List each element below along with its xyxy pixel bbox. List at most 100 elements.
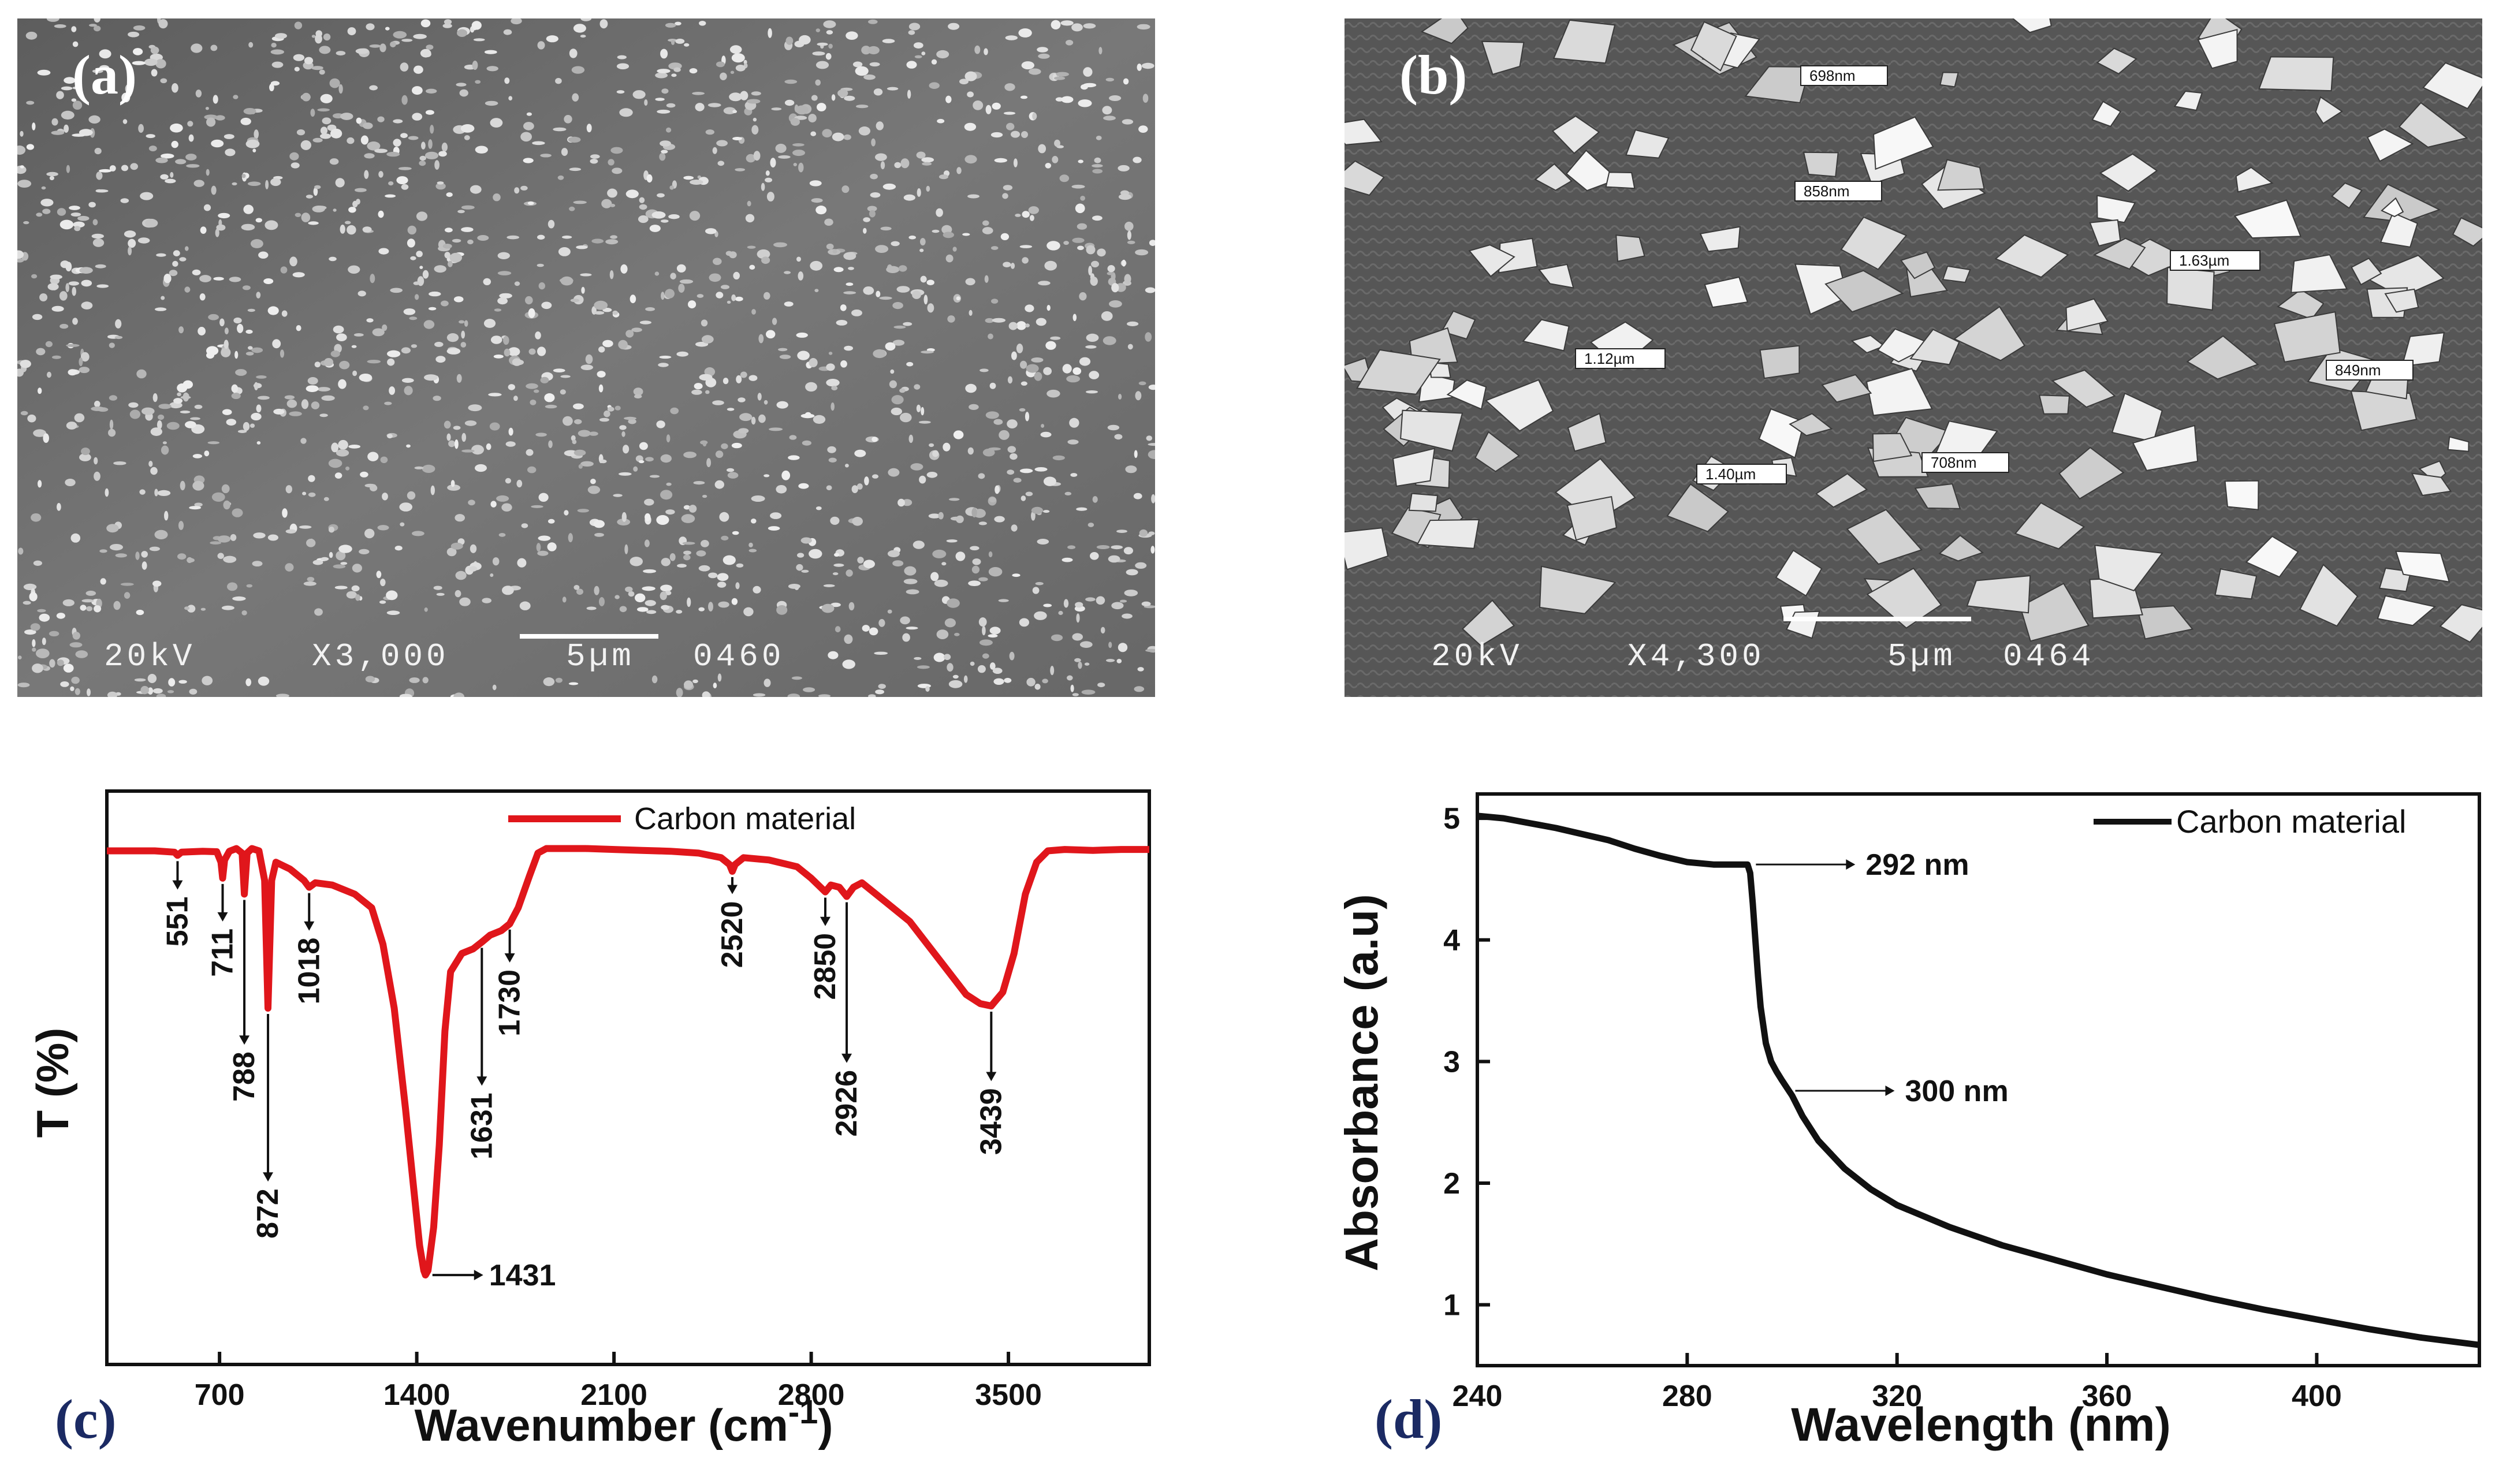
sem-particle (893, 325, 906, 329)
sem-particle (300, 438, 307, 444)
sem-particle (416, 211, 428, 221)
sem-particle (876, 290, 881, 297)
sem-particle (99, 169, 112, 173)
sem-particle (914, 55, 922, 58)
sem-particle (880, 161, 885, 170)
sem-particle (157, 490, 171, 497)
arrow-head (476, 1076, 487, 1086)
sem-particle (241, 174, 246, 178)
sem-particle (89, 24, 97, 27)
sem-particle (173, 250, 180, 256)
sem-particle (144, 58, 158, 66)
sem-particle (333, 208, 337, 212)
sem-particle (387, 358, 395, 366)
sem-particle (594, 532, 604, 537)
sem-particle (194, 502, 203, 507)
sem-crystal (2299, 564, 2359, 627)
sem-particle (251, 412, 262, 421)
sem-crystal (1539, 565, 1617, 614)
sem-particle (74, 413, 85, 423)
sem-crystal (2051, 369, 2116, 408)
arrow-head (304, 921, 315, 931)
sem-particle (91, 406, 105, 411)
sem-particle (1042, 678, 1048, 684)
sem-particle (659, 152, 666, 161)
sem-particle (365, 676, 375, 683)
sem-particle (826, 379, 840, 387)
sem-particle (625, 586, 633, 592)
sem-particle (210, 541, 222, 545)
sem-crystal (1909, 329, 1960, 366)
sem-particle (331, 442, 339, 453)
sem-particle (740, 371, 747, 378)
sem-particle (413, 33, 427, 39)
sem-particle (1067, 545, 1076, 549)
y-tick-label: 1 (1443, 1289, 1460, 1322)
sem-particle (1133, 493, 1142, 499)
sem-particle (71, 26, 77, 32)
sem-particle (211, 492, 225, 502)
sem-particle (661, 150, 668, 154)
sem-particle (548, 440, 553, 448)
sem-particle (1108, 642, 1112, 648)
sem-particle (115, 553, 127, 558)
sem-particle (781, 470, 791, 480)
sem-particle (751, 519, 757, 524)
sem-particle (923, 294, 928, 305)
sem-particle (245, 678, 252, 687)
sem-particle (1038, 53, 1050, 59)
sem-particle (502, 586, 514, 595)
sem-particle (727, 300, 731, 304)
sem-crystal (2166, 267, 2215, 311)
sem-particle (694, 383, 703, 390)
sem-particle (689, 211, 701, 221)
sem-particle (353, 333, 364, 337)
sem-particle (576, 245, 588, 249)
sem-particle (933, 652, 945, 662)
sem-particle (1003, 111, 1016, 115)
sem-particle (705, 129, 715, 135)
sem-particle (347, 137, 355, 144)
sem-crystal (2447, 436, 2470, 452)
sem-particle (892, 560, 904, 566)
sem-particle (851, 310, 862, 316)
sem-particle (211, 139, 224, 148)
sem-particle (223, 500, 230, 510)
sem-particle (842, 659, 855, 669)
sem-particle (338, 439, 348, 450)
sem-crystal (1794, 263, 1848, 315)
sem-particle (57, 659, 64, 666)
sem-particle (1101, 311, 1113, 321)
sem-particle (106, 524, 119, 533)
sem-particle (828, 651, 839, 659)
sem-particle (56, 91, 64, 99)
sem-particle (577, 509, 589, 513)
sem-particle (490, 501, 497, 508)
sem-particle (644, 539, 650, 547)
sem-particle (319, 413, 328, 417)
sem-particle (232, 182, 237, 185)
sem-particle (836, 320, 848, 326)
sem-crystal (1850, 334, 1886, 354)
sem-particle (948, 498, 960, 501)
sem-particle (1109, 95, 1122, 101)
sem-particle (624, 544, 628, 554)
sem-particle (846, 569, 853, 577)
sem-particle (243, 422, 250, 431)
sem-particle (655, 72, 668, 79)
sem-particle (85, 590, 96, 596)
sem-image-b: 698nm 858nm 1.63µm 1.12µm 849nm 1.40µm 7… (1345, 18, 2482, 697)
sem-particle (172, 83, 178, 93)
sem-particle (921, 157, 934, 163)
sem-particle (215, 229, 219, 237)
sem-particle (516, 479, 523, 488)
sem-particle (191, 43, 203, 53)
sem-particle (937, 118, 945, 124)
sem-particle (982, 448, 995, 457)
sem-particle (333, 564, 346, 569)
sem-particle (407, 238, 415, 248)
sem-particle (1011, 351, 1017, 360)
sem-particle (32, 647, 36, 652)
sem-particle (517, 558, 527, 568)
sem-particle (217, 535, 231, 543)
